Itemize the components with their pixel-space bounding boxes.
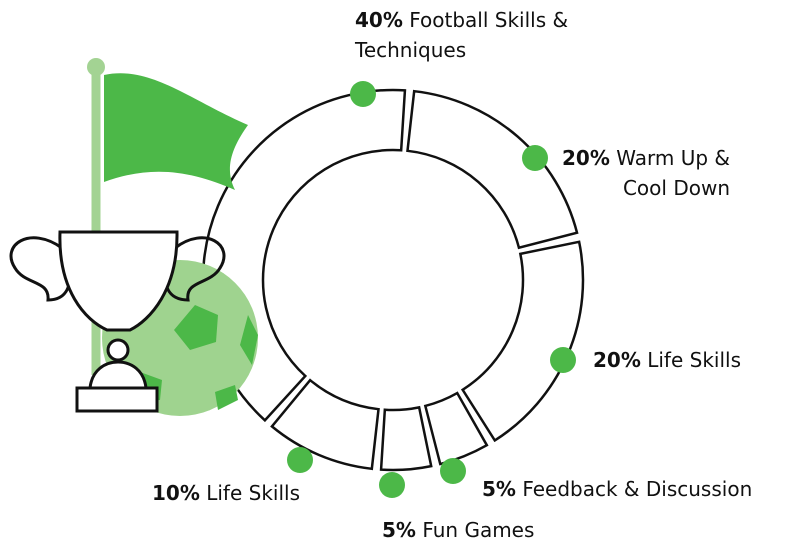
label-dot [522, 145, 548, 171]
label-dot [379, 472, 405, 498]
percent-label: 5% [382, 518, 416, 542]
segment-label: 20% Warm Up & Cool Down [560, 143, 730, 203]
segment-label: 5% Fun Games [382, 515, 582, 545]
percent-label: 20% [593, 348, 641, 372]
chart [0, 0, 794, 546]
percent-label: 10% [152, 481, 200, 505]
category-label: Fun Games [422, 518, 534, 542]
percent-label: 40% [355, 8, 403, 32]
label-dot [287, 447, 313, 473]
segment-label: 5% Feedback & Discussion [482, 474, 792, 504]
segment [463, 242, 583, 441]
category-label: Life Skills [206, 481, 300, 505]
segment [381, 407, 431, 470]
label-dot [550, 347, 576, 373]
segment [407, 91, 577, 247]
segment-label: 10% Life Skills [152, 478, 352, 508]
percent-label: 5% [482, 477, 516, 501]
donut [203, 90, 583, 470]
pole-top [87, 58, 105, 76]
category-label: Warm Up & Cool Down [616, 146, 730, 200]
label-dot [440, 458, 466, 484]
percent-label: 20% [562, 146, 610, 170]
category-label: Life Skills [647, 348, 741, 372]
category-label: Feedback & Discussion [522, 477, 752, 501]
flag [104, 73, 248, 190]
infographic: 20% Warm Up & Cool Down20% Life Skills5%… [0, 0, 794, 546]
segment-label: 40% Football Skills & Techniques [355, 5, 605, 65]
label-dot [350, 81, 376, 107]
segment-label: 20% Life Skills [593, 345, 793, 375]
